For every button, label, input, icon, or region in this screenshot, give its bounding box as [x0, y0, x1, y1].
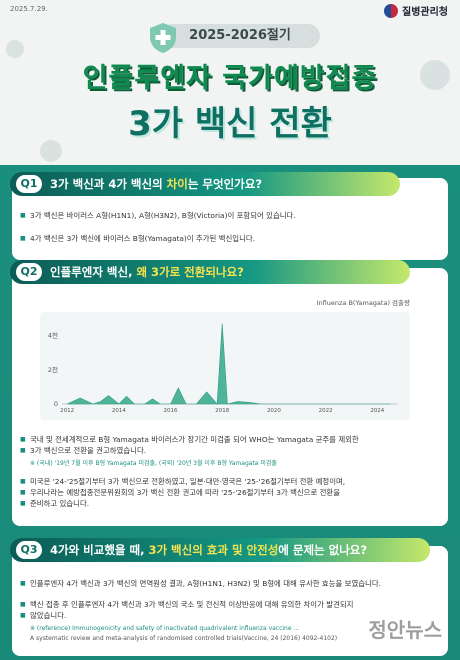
q3-question-bar: Q3 4가와 비교했을 때, 3가 백신의 효과 및 안전성에 문제는 없나요?: [10, 538, 430, 562]
chart-y-tick: 0: [54, 400, 58, 408]
virus-decoration: [420, 60, 450, 90]
q1-bullet: 4가 백신은 3가 백신에 바이러스 B형(Yamagata)이 추가된 백신입…: [20, 233, 255, 244]
title-line-1: 인플루엔자 국가예방접종: [82, 63, 378, 94]
chart-y-tick: 4천: [48, 331, 58, 340]
shield-plus-icon: [150, 23, 176, 53]
virus-decoration: [40, 140, 62, 162]
q3-bullet: 백신 접종 후 인플루엔자 4가 백신과 3가 백신의 국소 및 전신적 이상반…: [20, 599, 353, 610]
q2-note: ※ (국내) '19년 7월 이후 B형 Yamagata 미검출, (국외) …: [30, 460, 277, 467]
chart-legend: Influenza B(Yamagata) 검출량: [316, 299, 410, 307]
publish-date: 2025.7.29.: [10, 5, 48, 13]
chart-x-tick: 2018: [215, 408, 229, 414]
q2-number: Q2: [16, 263, 42, 281]
agency-logo: 질병관리청: [384, 3, 448, 18]
q3-bullet-cont: 않았습니다.: [20, 610, 66, 621]
q3-reference: ※ (reference) Immunogenicity and safety …: [30, 625, 300, 632]
q3-number: Q3: [16, 541, 42, 559]
q1-question: 3가 백신과 4가 백신의 차이는 무엇인가요?: [50, 177, 262, 191]
season-pill: 2025-2026절기: [160, 24, 320, 48]
yamagata-chart: Influenza B(Yamagata) 검출량 0 2천 4천 2012 2014 2…: [40, 299, 410, 420]
q2-question-bar: Q2 인플루엔자 백신, 왜 3가로 전환되나요?: [10, 260, 410, 284]
q3-reference-cont: A systematic review and meta-analysis of…: [30, 635, 338, 642]
q1-number: Q1: [16, 175, 42, 193]
q2-bullet-cont: 3가 백신으로 전환을 권고하였습니다.: [20, 445, 146, 456]
q2-bullet: 미국은 '24-'25절기부터 3가 백신으로 전환하였고, 일본·대만·영국은…: [20, 476, 345, 487]
chart-x-tick: 2024: [370, 408, 384, 414]
q1-question-bar: Q1 3가 백신과 4가 백신의 차이는 무엇인가요?: [10, 172, 400, 196]
virus-decoration: [6, 40, 24, 58]
q3-bullet: 인플루엔자 4가 백신과 3가 백신의 면역원성 결과, A형(H1N1, H3…: [20, 578, 381, 589]
chart-x-tick: 2012: [60, 408, 74, 414]
chart-plot: 0 2천 4천 2012 2014 2016 2018 2020 2022 2024: [48, 323, 398, 414]
q3-question: 4가와 비교했을 때, 3가 백신의 효과 및 안전성에 문제는 없나요?: [50, 543, 368, 557]
chart-x-tick: 2016: [164, 408, 178, 414]
q2-bullet-cont: 우리나라는 예방접종전문위원회의 3가 백신 전환 권고에 따라 '25-'26…: [20, 487, 340, 498]
government-emblem-icon: [384, 3, 398, 18]
chart-series-area: [67, 323, 391, 405]
q2-bullet-cont: 준비하고 있습니다.: [20, 498, 89, 509]
chart-x-tick: 2020: [267, 408, 281, 414]
news-watermark: 정안뉴스: [368, 618, 442, 642]
q1-bullet: 3가 백신은 바이러스 A형(H1N1), A형(H3N2), B형(Victo…: [20, 210, 296, 221]
chart-y-tick: 2천: [48, 365, 58, 374]
chart-x-tick: 2022: [319, 408, 333, 414]
title-line-2: 3가 백신 전환: [128, 104, 332, 144]
chart-x-tick: 2014: [112, 408, 126, 414]
q2-question: 인플루엔자 백신, 왜 3가로 전환되나요?: [50, 265, 244, 279]
agency-name: 질병관리청: [402, 7, 448, 18]
q2-bullet: 국내 및 전세계적으로 B형 Yamagata 바이러스가 장기간 미검출 되어…: [20, 434, 359, 445]
